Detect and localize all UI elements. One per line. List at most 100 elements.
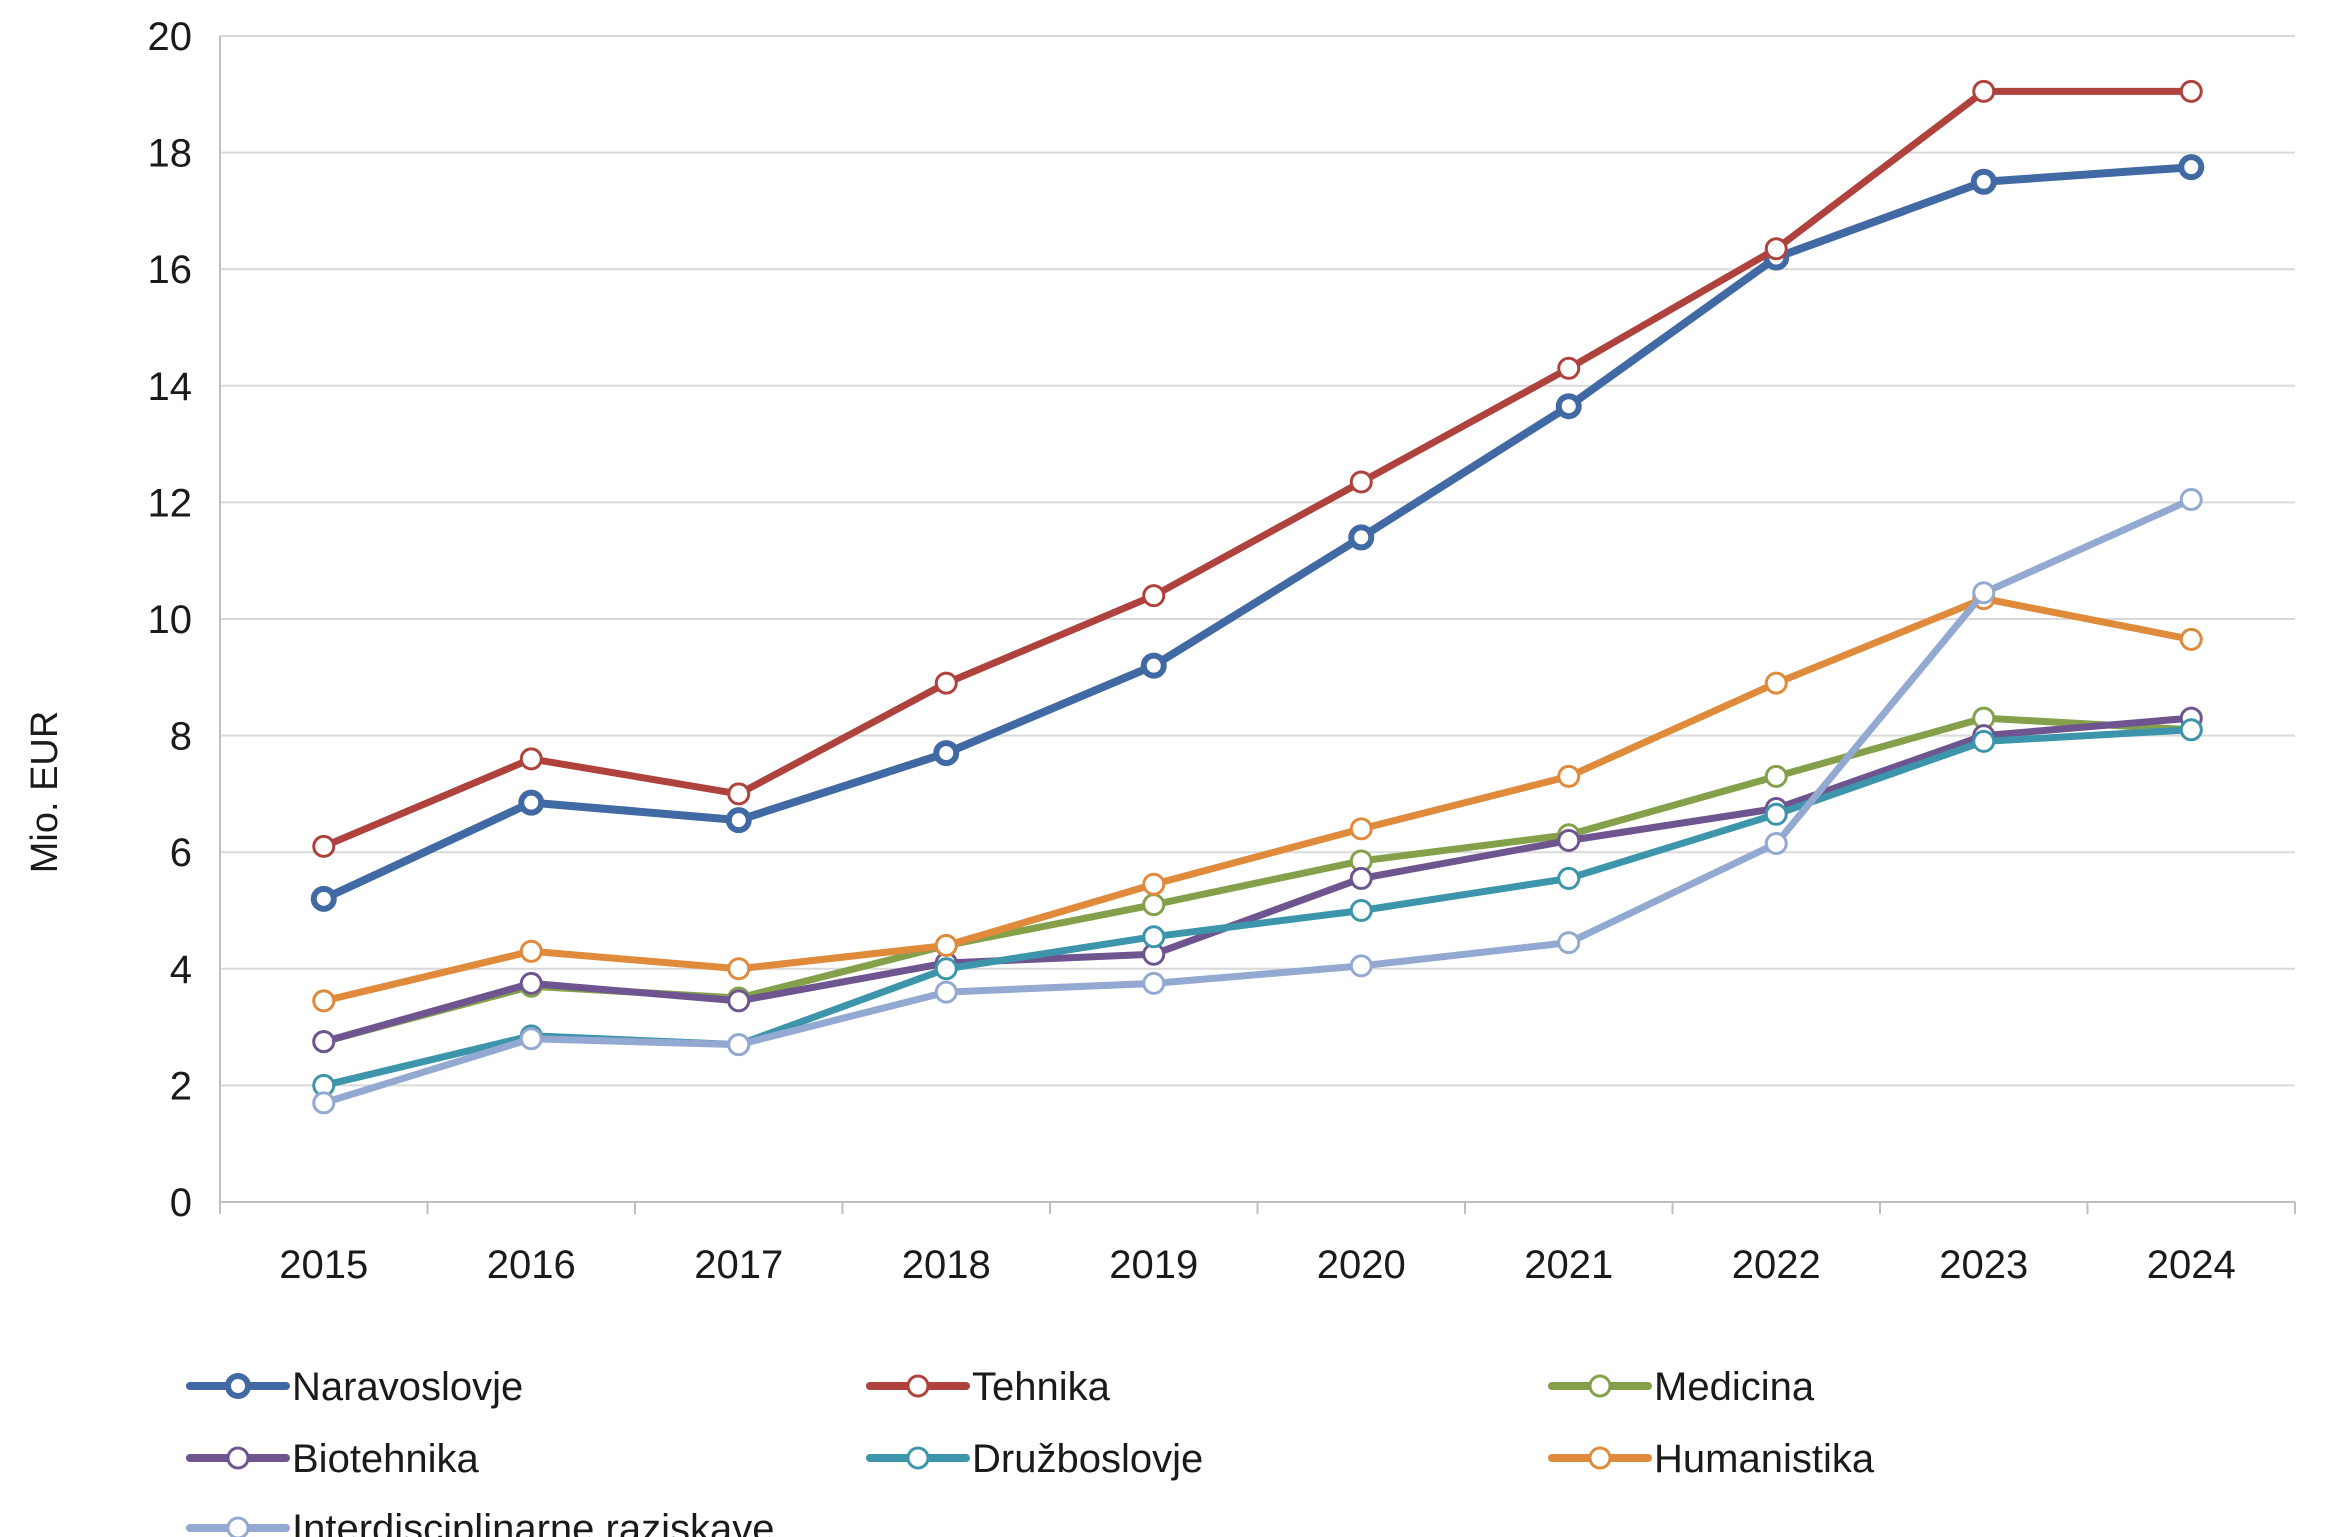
data-point	[519, 1027, 543, 1051]
data-point	[519, 747, 543, 771]
series-line	[320, 496, 2195, 1107]
data-point	[312, 1030, 336, 1054]
data-point	[1557, 764, 1581, 788]
data-point	[2179, 79, 2203, 103]
series-2	[312, 79, 2203, 858]
series-line	[320, 87, 2195, 850]
data-point	[934, 671, 958, 695]
y-tick-label: 2	[170, 1064, 192, 1108]
data-point	[1142, 971, 1166, 995]
data-point	[727, 1033, 751, 1057]
data-point	[1142, 925, 1166, 949]
data-point	[1555, 393, 1582, 420]
x-tick-label: 2022	[1732, 1243, 1821, 1287]
axes	[219, 36, 2296, 1214]
data-point	[934, 957, 958, 981]
data-point	[2179, 487, 2203, 511]
data-point	[1557, 829, 1581, 853]
data-point	[312, 989, 336, 1013]
legend-label: Medicina	[1654, 1365, 1815, 1409]
data-point	[1557, 931, 1581, 955]
y-tick-label: 16	[148, 248, 193, 292]
y-tick-label: 18	[148, 132, 193, 176]
data-point	[1348, 524, 1375, 551]
data-point	[1557, 866, 1581, 890]
x-tick-label: 2015	[279, 1243, 368, 1287]
data-point	[1349, 817, 1373, 841]
data-point	[727, 782, 751, 806]
legend-label: Interdisciplinarne raziskave	[292, 1507, 774, 1537]
y-tick-label: 14	[148, 365, 193, 409]
data-point	[1764, 671, 1788, 695]
series-line	[320, 595, 2195, 1005]
grid-lines	[220, 35, 2295, 1087]
data-point	[1349, 470, 1373, 494]
legend-swatch-marker	[226, 1446, 250, 1470]
series-line	[319, 163, 2196, 903]
data-point	[1557, 356, 1581, 380]
legend-swatch-marker	[225, 1373, 251, 1399]
data-point	[519, 971, 543, 995]
data-point	[1140, 652, 1167, 679]
data-point	[2179, 627, 2203, 651]
data-point	[1349, 866, 1373, 890]
data-point	[1764, 802, 1788, 826]
legend-item: Biotehnika	[186, 1437, 480, 1481]
series-7	[312, 487, 2203, 1115]
legend-item: Medicina	[1548, 1365, 1815, 1409]
y-tick-label: 20	[148, 15, 193, 59]
data-point	[1764, 831, 1788, 855]
data-point	[312, 1091, 336, 1115]
y-tick-label: 0	[170, 1181, 192, 1225]
x-tick-labels: 2015 2016 2017 2018 2019 2020 2021 2022 2023 2024	[279, 1243, 2235, 1287]
legend-item: Naravoslovje	[186, 1365, 523, 1409]
data-point	[727, 989, 751, 1013]
data-point	[519, 939, 543, 963]
y-axis-title: Mio. EUR	[24, 711, 66, 874]
x-tick-label: 2017	[694, 1243, 783, 1287]
data-point	[1972, 79, 1996, 103]
data-point	[2179, 718, 2203, 742]
legend-swatch-marker	[1588, 1446, 1612, 1470]
data-point	[725, 807, 752, 834]
data-point	[1972, 729, 1996, 753]
data-point	[312, 834, 336, 858]
x-tick-label: 2021	[1524, 1243, 1613, 1287]
x-tick-label: 2018	[902, 1243, 991, 1287]
legend-item: Tehnika	[866, 1365, 1111, 1409]
x-tick-label: 2023	[1939, 1243, 2028, 1287]
y-tick-label: 8	[170, 715, 192, 759]
data-point	[518, 789, 545, 816]
x-tick-label: 2020	[1317, 1243, 1406, 1287]
series-line	[320, 726, 2195, 1089]
legend-swatch-marker	[906, 1446, 930, 1470]
y-tick-labels: 0 2 4 6 8 10 12 14 16 18 20	[148, 15, 193, 1225]
data-point	[934, 980, 958, 1004]
legend-label: Biotehnika	[292, 1437, 480, 1481]
legend: Naravoslovje Tehnika Medicina Biotehnika Dru…	[186, 1365, 1875, 1537]
data-point	[310, 885, 337, 912]
data-point	[1349, 899, 1373, 922]
data-point	[1764, 764, 1788, 788]
x-tick-label: 2019	[1109, 1243, 1198, 1287]
legend-label: Naravoslovje	[292, 1365, 523, 1409]
y-tick-label: 10	[148, 598, 193, 642]
data-point	[2178, 154, 2205, 181]
y-tick-label: 12	[148, 481, 193, 525]
data-point	[727, 957, 751, 981]
data-point	[1142, 584, 1166, 608]
legend-swatch-marker	[1588, 1374, 1612, 1398]
y-tick-label: 4	[170, 948, 192, 992]
series-line	[320, 714, 2195, 1046]
x-tick-label: 2016	[487, 1243, 576, 1287]
data-point	[1142, 872, 1166, 896]
legend-swatch-marker	[226, 1516, 250, 1537]
data-point	[1970, 168, 1997, 195]
y-tick-label: 6	[170, 831, 192, 875]
legend-swatch-marker	[906, 1374, 930, 1398]
data-point	[934, 933, 958, 957]
series-6	[312, 587, 2203, 1013]
data-point	[933, 740, 960, 767]
data-point	[1764, 237, 1788, 261]
